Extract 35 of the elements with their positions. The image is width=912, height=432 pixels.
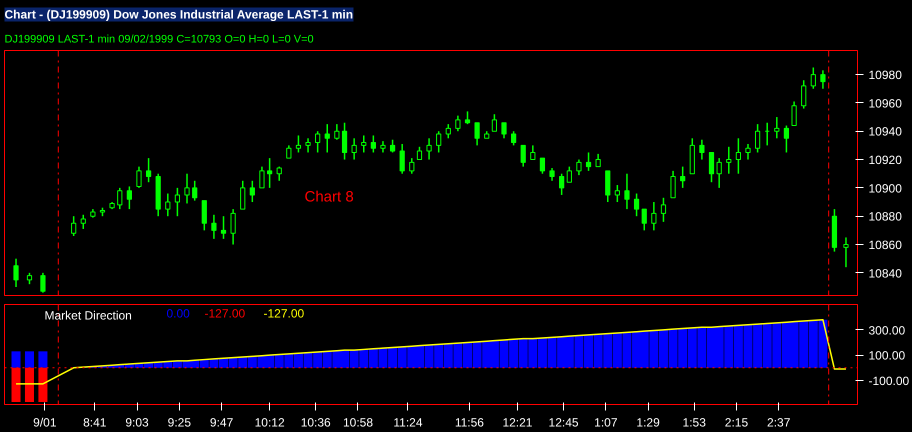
text: 0.00 (166, 306, 190, 320)
y-tick-label: 10900 (868, 181, 902, 196)
y-tick-label: 10980 (868, 68, 902, 82)
y-tick-label: 10960 (868, 96, 902, 110)
annotation: Chart 8 (304, 188, 354, 206)
x-tick-label: 10:12 (254, 416, 285, 430)
x-tick-label: 11:24 (393, 416, 423, 430)
x-tick-label: 11:56 (454, 416, 484, 430)
x-tick-label: 10:36 (300, 416, 332, 430)
x-tick-label: 12:21 (502, 416, 533, 430)
y-tick-label: 10940 (868, 124, 902, 139)
y-tick-label: 10860 (868, 238, 902, 252)
x-tick-label: 1:29 (636, 416, 660, 430)
x-tick-label: 2:15 (724, 416, 748, 430)
y-tick-label: 300.00 (868, 323, 906, 338)
text: -127.00 (264, 306, 305, 320)
x-tick-label: 1:07 (594, 416, 618, 430)
y-tick-label: 10880 (868, 210, 902, 224)
x-tick-label: 9:47 (210, 416, 234, 430)
y-tick-label: -100.00 (868, 374, 910, 388)
x-tick-label: 8:41 (83, 416, 107, 430)
x-tick-label: 9/01 (33, 416, 57, 430)
y-tick-label: 10920 (868, 153, 902, 168)
chart-subtitle: DJ199909 LAST-1 min 09/02/1999 C=10793 O=0 H=0 L=0 V=0 (4, 34, 314, 46)
x-tick-label: 10:58 (342, 416, 374, 430)
y-tick-label: 100.00 (868, 348, 906, 363)
y-tick-label: 10840 (868, 266, 902, 280)
text: -127.00 (204, 306, 246, 320)
x-tick-label: 12:45 (548, 416, 579, 430)
x-tick-label: 1:53 (682, 416, 706, 430)
x-tick-label: 9:03 (125, 416, 150, 430)
x-tick-label: 2:37 (767, 416, 791, 430)
chart-title: Chart - (DJ199909) Dow Jones Industrial Average LAST-1 min (4, 8, 354, 22)
x-tick-label: 9:25 (168, 416, 192, 430)
chart-title: Market Direction (44, 308, 132, 322)
